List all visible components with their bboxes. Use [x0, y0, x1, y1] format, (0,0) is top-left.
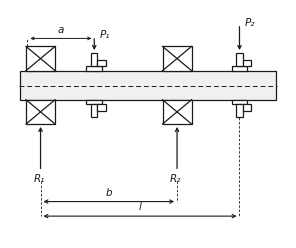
Text: b: b [105, 188, 112, 198]
Bar [163, 46, 192, 71]
Text: l: l [139, 203, 141, 213]
Bar [163, 100, 192, 124]
Bar [97, 60, 106, 66]
Bar [97, 104, 106, 111]
Bar [91, 53, 97, 66]
Bar [231, 66, 247, 71]
Bar [243, 60, 251, 66]
Bar [236, 53, 243, 66]
Bar [86, 66, 102, 71]
Text: P₁: P₁ [99, 30, 110, 40]
Bar [26, 46, 55, 71]
Bar [91, 104, 97, 118]
Text: R₂: R₂ [170, 174, 181, 184]
Bar [231, 100, 247, 104]
Text: R₁: R₁ [33, 174, 45, 184]
Text: a: a [58, 25, 64, 35]
Bar [86, 100, 102, 104]
Bar [20, 71, 276, 100]
Bar [26, 100, 55, 124]
Text: P₂: P₂ [245, 18, 255, 28]
Bar [243, 104, 251, 111]
Bar [236, 104, 243, 118]
